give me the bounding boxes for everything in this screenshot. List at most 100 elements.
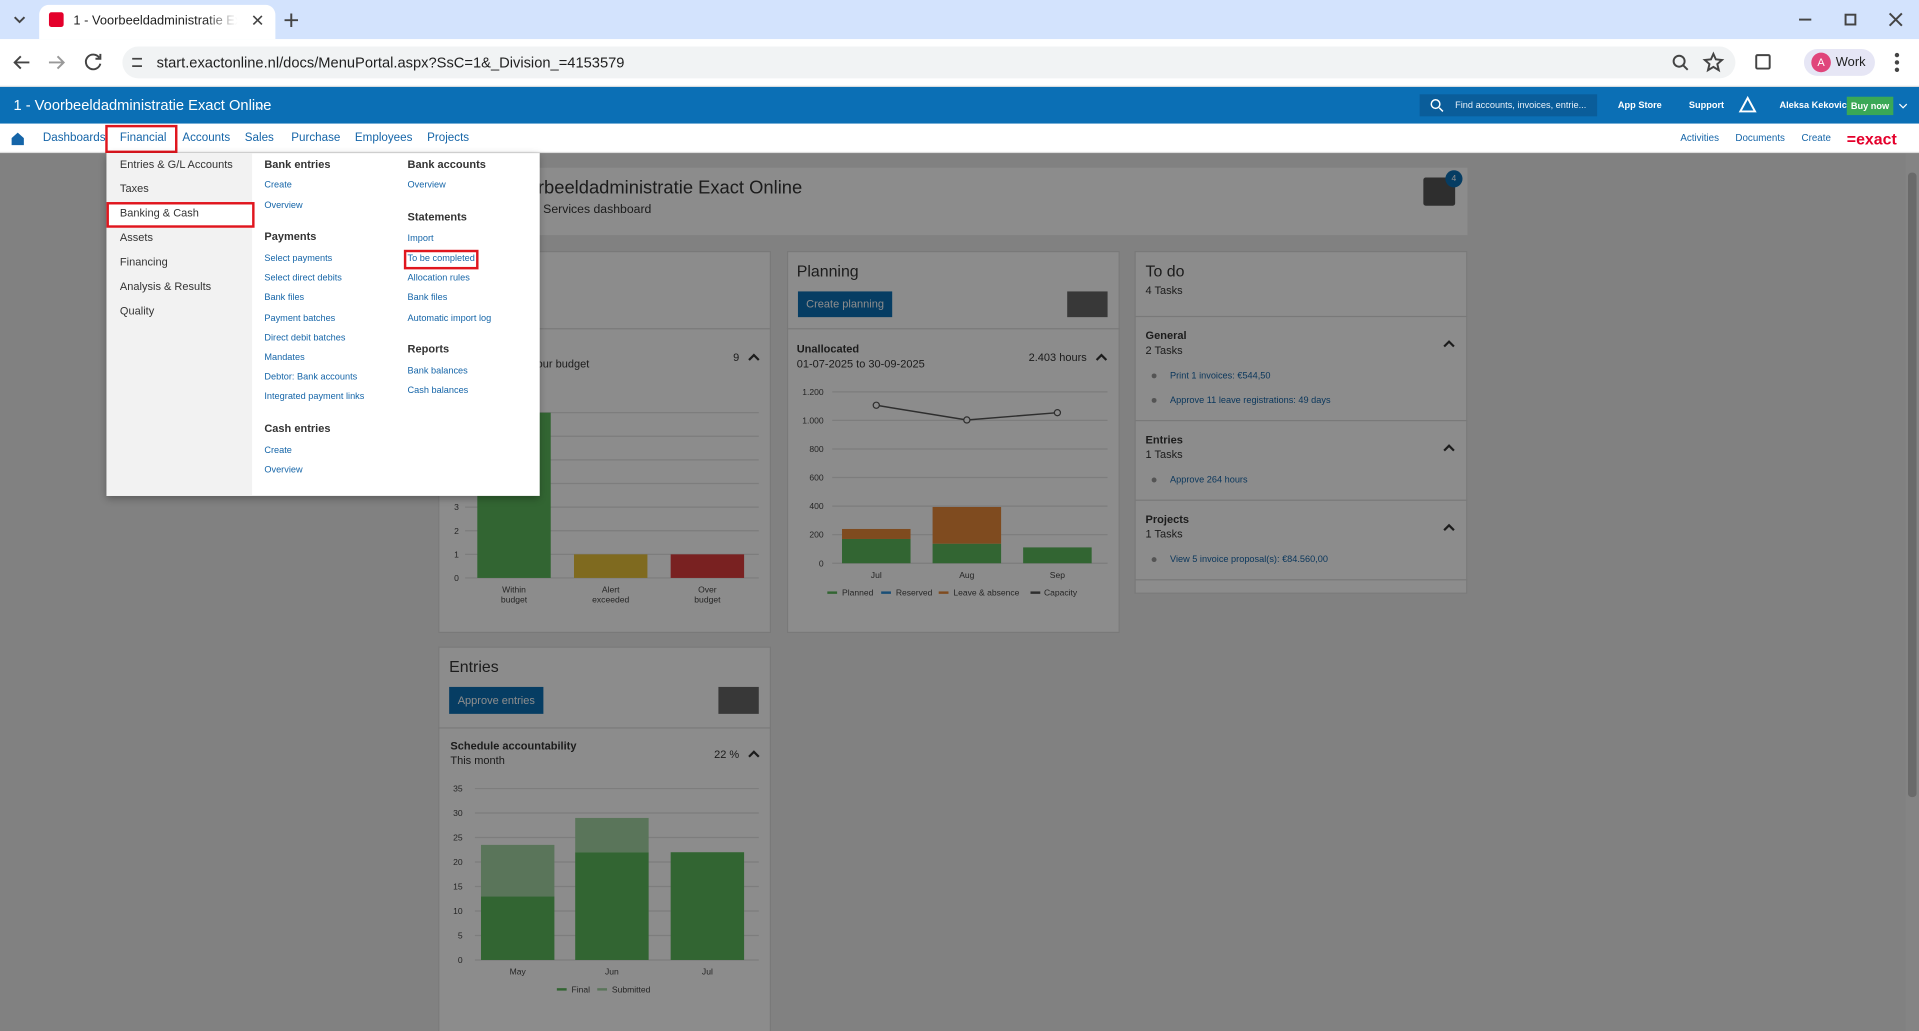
search-box[interactable] xyxy=(1419,94,1598,117)
bar-segment xyxy=(480,896,555,960)
site-info[interactable] xyxy=(132,57,142,67)
tab-search[interactable] xyxy=(13,16,26,24)
legend-label: Planned xyxy=(842,588,874,598)
header-link[interactable]: App Store xyxy=(1617,99,1662,111)
bookmark[interactable] xyxy=(1702,51,1725,73)
divider xyxy=(1134,499,1468,501)
task-link[interactable]: Print 1 invoices: €544,50 xyxy=(1170,370,1271,382)
y-tick-label: 600 xyxy=(809,473,824,483)
avatar-letter: A xyxy=(1817,55,1825,68)
nav-right-item[interactable]: Activities xyxy=(1680,132,1719,144)
y-tick-label: 200 xyxy=(809,530,824,540)
button-label: Create planning xyxy=(806,297,884,310)
tab-close[interactable] xyxy=(252,15,263,26)
bar-segment xyxy=(480,844,555,897)
nav-right-item[interactable]: Documents xyxy=(1735,132,1785,144)
x-tick-label: Alert exceeded xyxy=(592,585,629,605)
bar xyxy=(573,554,648,578)
section-count: 1 Tasks xyxy=(1145,447,1183,460)
buy-now-button[interactable] xyxy=(1846,96,1894,116)
icons xyxy=(11,12,1908,146)
widget-period: This month xyxy=(450,753,505,766)
home[interactable] xyxy=(11,132,24,146)
legend-label: Capacity xyxy=(1044,588,1078,598)
widget-period: 01-07-2025 to 30-09-2025 xyxy=(796,356,925,370)
collapse-chevron xyxy=(1443,444,1455,452)
exact-logo: =exact xyxy=(1846,129,1897,148)
division-chevron[interactable] xyxy=(255,104,264,110)
bar-segment xyxy=(1023,547,1092,564)
bullet xyxy=(1151,477,1157,483)
y-tick-label: 0 xyxy=(819,558,824,568)
legend-label: Reserved xyxy=(896,588,933,598)
section-title: General xyxy=(1145,328,1187,342)
nav-right-item[interactable]: Create xyxy=(1801,132,1831,144)
new-tab[interactable] xyxy=(284,13,299,27)
task-link[interactable]: View 5 invoice proposal(s): €84.560,00 xyxy=(1170,553,1329,565)
widget-total: 2.403 hours xyxy=(1028,350,1087,364)
user-chevron[interactable] xyxy=(1898,103,1908,109)
header-link[interactable]: Support xyxy=(1688,99,1725,111)
nav-item[interactable]: Dashboards xyxy=(42,131,106,145)
nav-item[interactable]: Employees xyxy=(354,131,413,145)
back[interactable] xyxy=(13,55,30,70)
help-logo[interactable] xyxy=(1738,95,1757,113)
task-link[interactable]: Approve 264 hours xyxy=(1170,474,1248,486)
x-tick-label: Jul xyxy=(702,967,713,977)
dashboard-header xyxy=(438,167,1468,236)
bar-segment xyxy=(842,528,911,539)
options-button[interactable] xyxy=(1067,291,1108,318)
bar-segment xyxy=(842,538,911,564)
create-planning-button[interactable] xyxy=(797,291,893,318)
section-title: Projects xyxy=(1145,512,1190,525)
bar-segment xyxy=(932,543,1002,564)
y-tick-label: 35 xyxy=(453,784,463,794)
nav-item[interactable]: Financial xyxy=(119,131,167,145)
collapse-chevron xyxy=(1095,353,1108,361)
forward xyxy=(48,55,66,70)
y-tick-label: 30 xyxy=(453,808,463,818)
collapse-chevron xyxy=(1443,523,1455,531)
active-tab[interactable] xyxy=(39,4,276,40)
dashboard-title: 1 - Voorbeeldadministratie Exact Online xyxy=(479,176,803,198)
zoom[interactable] xyxy=(1672,54,1686,68)
task-link[interactable]: Approve 11 leave registrations: 49 days xyxy=(1170,394,1331,406)
y-tick-label: 25 xyxy=(453,833,463,843)
division-title[interactable]: 1 - Voorbeeldadministratie Exact Online xyxy=(13,96,272,114)
extensions[interactable] xyxy=(1755,54,1771,70)
legend-label: Submitted xyxy=(612,984,651,994)
nav-item[interactable]: Sales xyxy=(244,131,274,145)
bullet xyxy=(1151,373,1157,379)
omnibox[interactable] xyxy=(122,46,1736,79)
browser-chrome: 1 - Voorbeeldadministratie Exa start.exac… xyxy=(0,0,1919,154)
nav-item[interactable]: Accounts xyxy=(182,131,231,145)
restore[interactable] xyxy=(1844,13,1857,26)
search-icon xyxy=(1430,99,1441,110)
divider xyxy=(1134,579,1468,581)
options-button[interactable] xyxy=(718,686,759,714)
x-tick-label: Aug xyxy=(959,570,974,580)
avatar xyxy=(1811,52,1831,73)
bar-segment xyxy=(670,852,745,960)
buy-now: Buy now xyxy=(1850,100,1890,112)
x-tick-label: Jul xyxy=(871,570,882,580)
widget-title: Entries xyxy=(449,656,499,676)
nav-item[interactable]: Purchase xyxy=(291,131,341,145)
browser-menu[interactable] xyxy=(1894,67,1900,72)
close[interactable] xyxy=(1888,12,1903,27)
x-tick-label: Sep xyxy=(1050,570,1065,580)
nav-item[interactable]: Projects xyxy=(427,131,470,145)
scrollbar-thumb[interactable] xyxy=(1907,172,1917,798)
reload[interactable] xyxy=(84,53,102,71)
widget-label: Schedule accountability xyxy=(450,738,577,752)
highlight-financial xyxy=(105,124,178,154)
search-placeholder: Find accounts, invoices, entrie... xyxy=(1455,99,1587,111)
approve-entries-button[interactable] xyxy=(449,686,544,714)
x-tick-label: Over budget xyxy=(694,585,721,605)
url: start.exactonline.nl/docs/MenuPortal.asp… xyxy=(156,53,625,72)
bar-segment xyxy=(932,506,1002,544)
widget-count: 4 Tasks xyxy=(1145,283,1183,296)
user-name[interactable]: Aleksa Kekovic xyxy=(1779,99,1847,111)
legend-label: Final xyxy=(572,984,591,994)
